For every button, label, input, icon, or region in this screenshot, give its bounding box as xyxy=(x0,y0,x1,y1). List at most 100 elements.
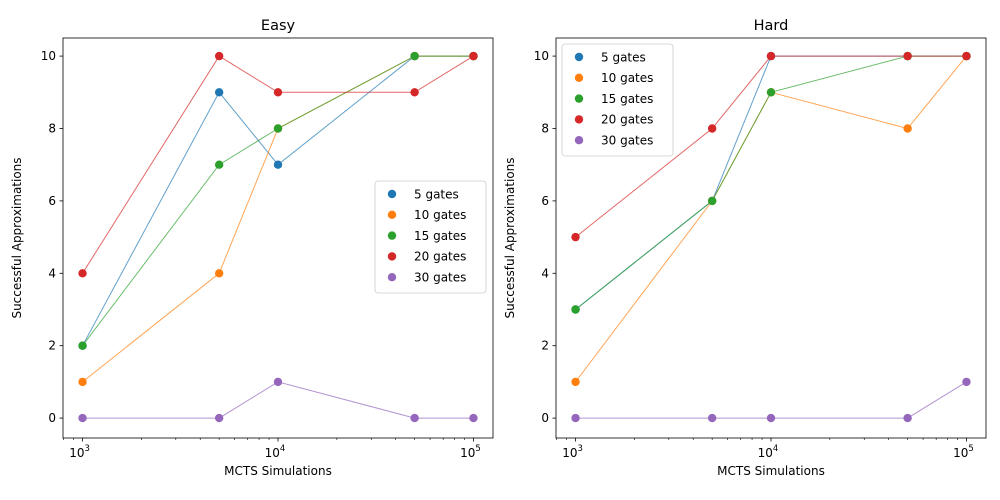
data-point xyxy=(571,377,580,387)
x-tick-base: 10 xyxy=(562,446,577,460)
data-point xyxy=(962,377,971,387)
y-tick-label: 6 xyxy=(48,194,56,208)
subplot-easy: Easy MCTS Simulations Successful Approxima… xyxy=(10,18,494,478)
data-point xyxy=(78,413,87,423)
data-point xyxy=(214,88,224,97)
data-point xyxy=(410,51,419,61)
x-tick-exponent: 5 xyxy=(968,444,973,454)
y-tick-label: 8 xyxy=(541,121,549,135)
legend-label: 15 gates xyxy=(414,229,466,243)
legend-label: 10 gates xyxy=(601,71,653,85)
data-point xyxy=(273,160,283,169)
y-tick-label: 2 xyxy=(541,339,549,353)
legend-label: 30 gates xyxy=(414,271,466,285)
x-tick-exponent: 3 xyxy=(577,444,582,454)
axes-frame xyxy=(62,37,494,439)
legend: 5 gates 10 gates 15 gates 20 gates 30 gates xyxy=(374,180,487,294)
data-point xyxy=(214,413,224,423)
data-point xyxy=(78,377,87,387)
data-point xyxy=(469,51,478,61)
legend-box xyxy=(374,180,487,294)
y-tick-label: 10 xyxy=(41,49,56,63)
data-point xyxy=(571,413,580,423)
data-point xyxy=(903,124,912,133)
y-tick-label: 8 xyxy=(48,121,56,135)
data-point xyxy=(78,269,87,278)
x-tick-base: 10 xyxy=(758,446,773,460)
chart-title: Hard xyxy=(754,18,789,34)
data-point xyxy=(273,377,283,387)
data-point xyxy=(469,413,478,423)
data-point xyxy=(962,51,971,61)
series-line-4 xyxy=(82,381,474,419)
legend-marker xyxy=(574,73,584,83)
x-tick-label: 104 xyxy=(265,444,286,460)
x-axis-title: MCTS Simulations xyxy=(224,464,332,478)
x-tick-exponent: 5 xyxy=(475,444,480,454)
legend-label: 20 gates xyxy=(601,113,653,127)
y-tick-label: 0 xyxy=(541,411,549,425)
x-axis-title: MCTS Simulations xyxy=(717,464,825,478)
legend-label: 5 gates xyxy=(601,50,646,64)
x-tick-label: 103 xyxy=(69,444,90,460)
x-tick-exponent: 3 xyxy=(84,444,89,454)
x-tick-label: 104 xyxy=(758,444,779,460)
x-tick-label: 105 xyxy=(460,444,481,460)
x-tick-label: 105 xyxy=(953,444,974,460)
y-tick-label: 6 xyxy=(541,194,549,208)
data-point xyxy=(214,51,224,61)
legend-box xyxy=(561,43,674,157)
data-point xyxy=(571,232,580,242)
x-tick-base: 10 xyxy=(953,446,968,460)
data-point xyxy=(78,341,87,350)
series-line-4 xyxy=(575,381,967,419)
y-tick-label: 0 xyxy=(48,411,56,425)
data-point xyxy=(273,124,283,133)
data-point xyxy=(410,413,419,423)
legend-marker xyxy=(574,94,584,103)
x-tick-base: 10 xyxy=(265,446,280,460)
legend-marker xyxy=(387,273,397,282)
legend-label: 5 gates xyxy=(414,187,459,201)
legend-marker xyxy=(574,52,584,62)
data-point xyxy=(766,413,776,423)
data-point xyxy=(707,124,717,133)
legend-label: 20 gates xyxy=(414,250,466,264)
data-point xyxy=(766,51,776,61)
legend-marker xyxy=(387,210,397,219)
legend-marker xyxy=(387,189,397,199)
legend-marker xyxy=(574,115,584,124)
data-point xyxy=(410,88,419,97)
data-point xyxy=(766,88,776,97)
data-point xyxy=(707,413,717,423)
x-tick-label: 103 xyxy=(562,444,583,460)
legend-marker xyxy=(387,252,397,261)
data-point xyxy=(903,413,912,423)
chart-title: Easy xyxy=(261,18,296,34)
legend-label: 30 gates xyxy=(601,134,653,148)
y-axis-title: Successful Approximations xyxy=(503,157,517,318)
y-tick-label: 10 xyxy=(534,49,549,63)
data-point xyxy=(903,51,912,61)
subplot-hard: Hard MCTS Simulations Successful Approxima… xyxy=(503,18,987,478)
data-point xyxy=(707,196,717,206)
legend-marker xyxy=(387,231,397,240)
data-point xyxy=(273,88,283,97)
y-tick-label: 2 xyxy=(48,339,56,353)
legend-label: 15 gates xyxy=(601,92,653,106)
data-point xyxy=(214,160,224,169)
legend: 5 gates 10 gates 15 gates 20 gates 30 gates xyxy=(561,43,674,157)
y-tick-label: 4 xyxy=(48,266,56,280)
x-tick-base: 10 xyxy=(69,446,84,460)
data-point xyxy=(571,305,580,314)
x-tick-base: 10 xyxy=(460,446,475,460)
legend-marker xyxy=(574,136,584,145)
axes-frame xyxy=(555,37,987,439)
data-point xyxy=(214,269,224,278)
x-tick-exponent: 4 xyxy=(280,444,285,454)
y-axis-title: Successful Approximations xyxy=(10,157,24,318)
y-tick-label: 4 xyxy=(541,266,549,280)
legend-label: 10 gates xyxy=(414,208,466,222)
x-tick-exponent: 4 xyxy=(773,444,778,454)
